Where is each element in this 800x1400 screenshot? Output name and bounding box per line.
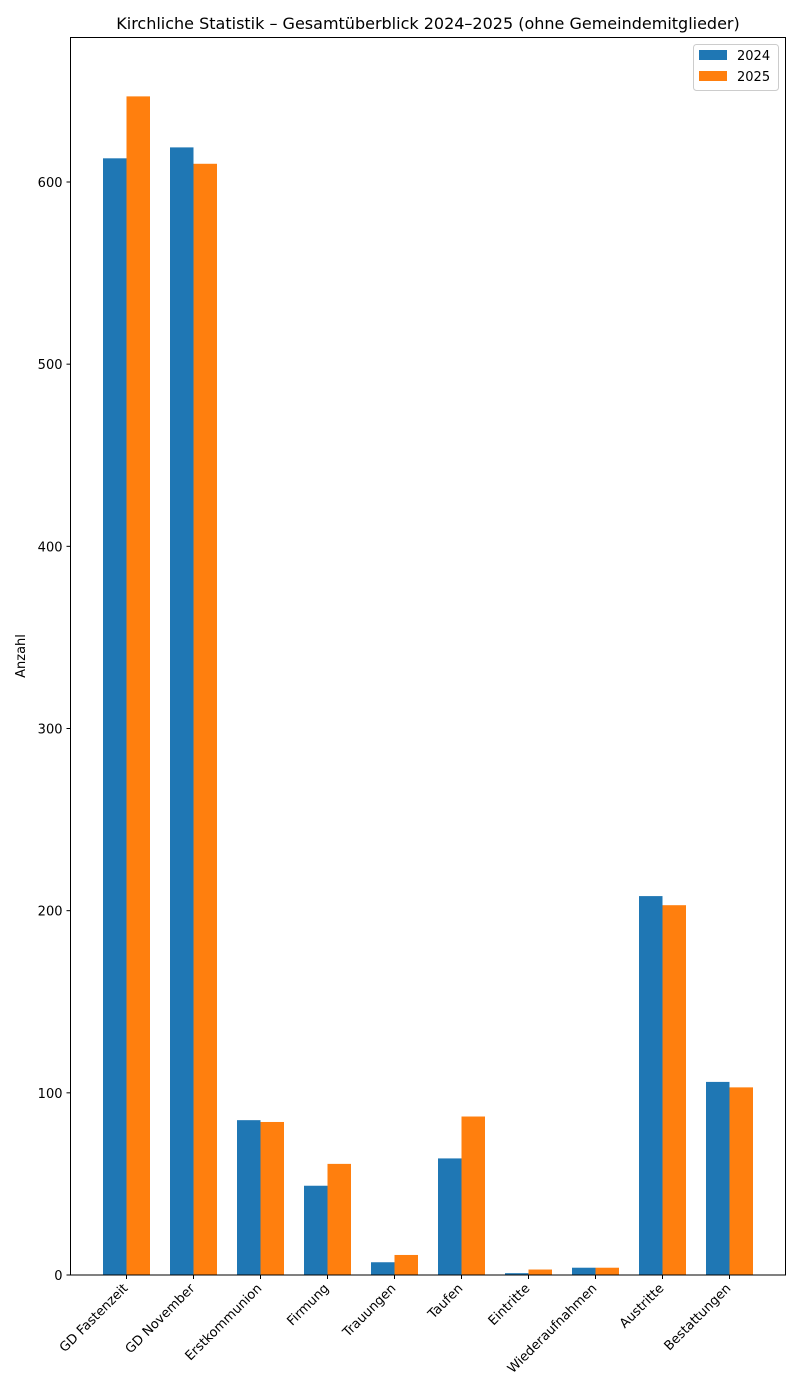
bar-2025-eintritte bbox=[528, 1269, 552, 1275]
y-axis-label: Anzahl bbox=[14, 634, 29, 678]
bar-2025-trauungen bbox=[394, 1254, 418, 1275]
bar-2024-erstkommunion bbox=[237, 1120, 261, 1275]
y-tick-label: 500 bbox=[38, 358, 63, 373]
bar-2024-gd-november bbox=[170, 147, 194, 1276]
bar-2024-bestattungen bbox=[706, 1081, 730, 1275]
y-tick-label: 600 bbox=[38, 176, 63, 191]
legend: 2024 2025 bbox=[693, 44, 779, 91]
x-tick-label: GD November bbox=[123, 1281, 199, 1357]
legend-swatch-2025 bbox=[699, 71, 727, 81]
x-tick-label: Taufen bbox=[425, 1281, 467, 1323]
chart-title: Kirchliche Statistik – Gesamtüberblick 2… bbox=[116, 14, 740, 33]
legend-label-2024: 2024 bbox=[737, 49, 770, 64]
bar-2025-firmung bbox=[327, 1163, 351, 1275]
legend-swatch-2024 bbox=[699, 50, 727, 60]
x-tick-label: Austritte bbox=[617, 1281, 667, 1331]
bar-2024-gd-fastenzeit bbox=[103, 158, 127, 1275]
x-tick-label: Trauungen bbox=[340, 1281, 400, 1341]
bar-2025-gd-november bbox=[193, 163, 217, 1276]
x-tick-label: Firmung bbox=[284, 1281, 332, 1329]
bars-group bbox=[103, 96, 753, 1276]
bar-2024-taufen bbox=[438, 1158, 462, 1275]
y-tick-label: 0 bbox=[54, 1269, 62, 1284]
x-tick-label: Bestattungen bbox=[662, 1281, 735, 1354]
bar-2024-trauungen bbox=[371, 1262, 395, 1275]
bar-2025-taufen bbox=[461, 1116, 485, 1275]
bar-2024-eintritte bbox=[505, 1273, 529, 1275]
bar-2024-wiederaufnahmen bbox=[572, 1267, 596, 1275]
y-tick-label: 400 bbox=[38, 540, 63, 555]
bar-2025-wiederaufnahmen bbox=[595, 1267, 619, 1275]
x-tick-label: Eintritte bbox=[486, 1281, 534, 1329]
legend-label-2025: 2025 bbox=[737, 70, 770, 85]
bar-2024-austritte bbox=[639, 896, 663, 1275]
y-axis: 0 100 200 300 400 500 600 bbox=[38, 176, 71, 1284]
bar-2025-gd-fastenzeit bbox=[126, 96, 150, 1275]
y-tick-label: 300 bbox=[38, 723, 63, 738]
bar-2025-austritte bbox=[662, 905, 686, 1275]
y-tick-label: 200 bbox=[38, 905, 63, 920]
x-tick-label: GD Fastenzeit bbox=[57, 1281, 131, 1355]
bar-2024-firmung bbox=[304, 1185, 328, 1275]
bar-2025-erstkommunion bbox=[260, 1121, 284, 1275]
plot-frame bbox=[70, 37, 786, 1276]
bar-2025-bestattungen bbox=[729, 1087, 753, 1275]
y-tick-label: 100 bbox=[38, 1087, 63, 1102]
